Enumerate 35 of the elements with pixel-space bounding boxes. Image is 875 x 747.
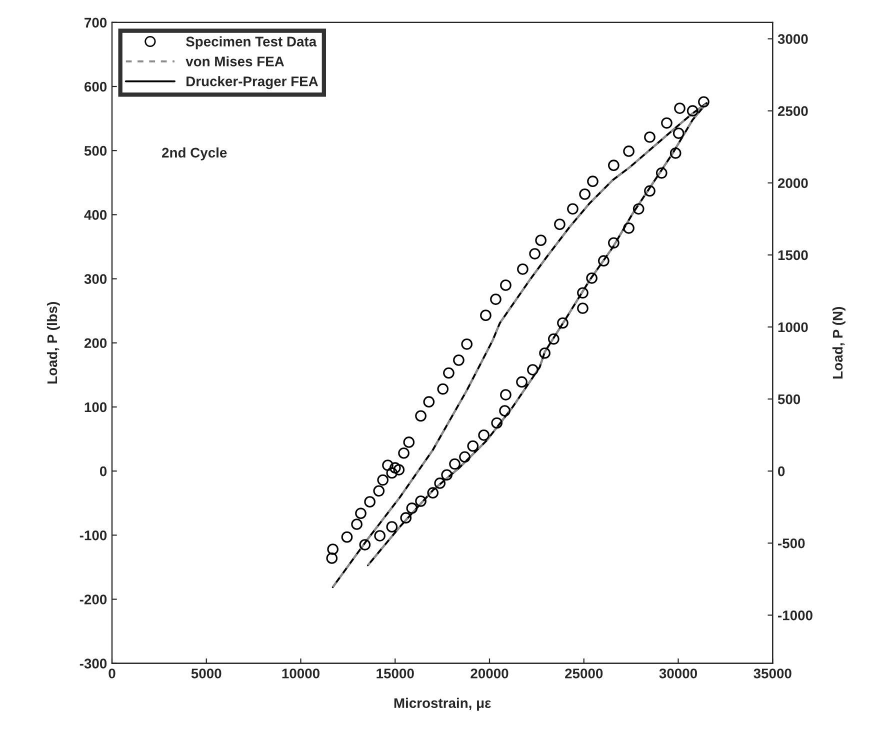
y2-tick-label: 3000 <box>778 34 808 44</box>
y2-tick-label: 1000 <box>778 322 808 332</box>
x-tick-label: 15000 <box>376 668 414 678</box>
y2-axis-title: Load, P (N) <box>832 307 846 378</box>
x-tick-label: 35000 <box>754 668 792 678</box>
y2-tick-label: -500 <box>778 538 805 548</box>
y-tick-label: -200 <box>80 594 107 604</box>
y2-tick-label: 2000 <box>778 178 808 188</box>
y-tick-label: 700 <box>84 18 107 28</box>
y2-tick-label: 2500 <box>778 106 808 116</box>
y2-tick-label: 1500 <box>778 250 808 260</box>
y-tick-label: -100 <box>80 530 107 540</box>
y-axis-title: Load, P (lbs) <box>46 302 60 384</box>
legend-label: Drucker-Prager FEA <box>186 76 318 90</box>
y2-tick-label: 500 <box>778 394 800 404</box>
x-tick-label: 0 <box>108 668 116 678</box>
y-tick-label: 600 <box>84 82 107 92</box>
x-tick-label: 5000 <box>191 668 222 678</box>
x-tick-label: 10000 <box>282 668 320 678</box>
y-tick-label: 500 <box>84 146 107 156</box>
y-tick-label: 100 <box>84 402 107 412</box>
x-tick-label: 25000 <box>565 668 603 678</box>
y-tick-label: 300 <box>84 274 107 284</box>
y-tick-label: 0 <box>100 466 107 476</box>
y-tick-label: 400 <box>84 210 107 220</box>
y2-tick-label: 0 <box>778 466 785 476</box>
x-axis-title: Microstrain, με <box>394 698 491 711</box>
x-tick-label: 20000 <box>470 668 508 678</box>
annotation: 2nd Cycle <box>162 147 227 160</box>
y-tick-label: -300 <box>80 658 107 669</box>
x-tick-label: 30000 <box>659 668 697 678</box>
legend-label: von Mises FEA <box>186 56 284 66</box>
y2-tick-label: -1000 <box>778 610 812 620</box>
y-tick-label: 200 <box>84 338 107 348</box>
legend-label: Specimen Test Data <box>186 36 317 50</box>
